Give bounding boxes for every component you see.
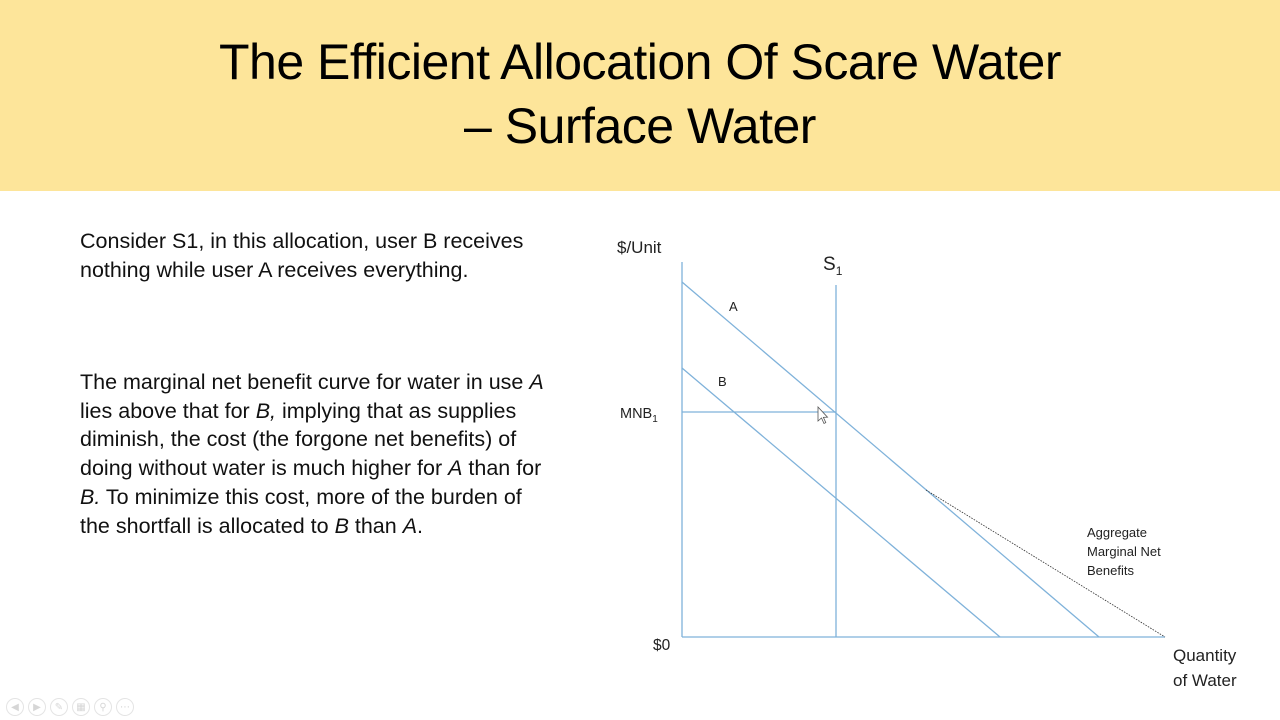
para2-user-b: B. <box>80 484 101 509</box>
curve-b <box>681 367 1001 638</box>
x-axis-label-line-1: Quantity <box>1173 646 1237 665</box>
para2-text: . <box>417 513 424 538</box>
para2-text: implying that as supplies diminish, the … <box>80 398 517 481</box>
zoom-icon[interactable]: ⚲ <box>94 698 112 716</box>
supply-label-subscript: 1 <box>836 264 843 278</box>
para2-text: lies above that for <box>80 398 256 423</box>
slide-title-line-1: The Efficient Allocation Of Scare Water <box>219 34 1062 90</box>
para2-user-b: B <box>334 513 349 538</box>
mnb-label-subscript: 1 <box>652 414 658 425</box>
para2-text: than for <box>462 456 542 481</box>
para2-text: The marginal net benefit curve for water… <box>80 370 530 394</box>
aggregate-label-line-1: Aggregate <box>1087 525 1147 540</box>
para2-text: than <box>348 513 403 538</box>
para2-user-a: A <box>529 370 544 394</box>
supply-label: S1 <box>823 254 843 278</box>
title-banner: The Efficient Allocation Of Scare Water … <box>0 0 1280 191</box>
x-axis-label-line-2: of Water <box>1173 671 1237 690</box>
y-axis-label: $/Unit <box>617 238 662 257</box>
mnb-label: MNB1 <box>620 406 658 425</box>
paragraph-s1-allocation: Consider S1, in this allocation, user B … <box>80 229 524 282</box>
para2-user-a: A <box>448 456 463 481</box>
mnb-label-main: MNB <box>620 406 652 422</box>
aggregate-label-line-2: Marginal Net <box>1087 544 1161 559</box>
slide-title-line-2: – Surface Water <box>464 98 816 154</box>
previous-icon[interactable]: ◀ <box>6 698 24 716</box>
paragraph-marginal-net-benefit: The marginal net benefit curve for water… <box>80 368 550 540</box>
pen-icon[interactable]: ✎ <box>50 698 68 716</box>
supply-label-main: S <box>823 254 836 275</box>
curve-a <box>681 281 1100 638</box>
cursor-icon <box>817 405 829 425</box>
more-icon[interactable]: ⋯ <box>116 698 134 716</box>
slides-icon[interactable]: ▦ <box>72 698 90 716</box>
para2-user-b: B, <box>255 398 277 423</box>
presentation-toolbar: ◀ ▶ ✎ ▦ ⚲ ⋯ <box>6 698 134 718</box>
origin-label: $0 <box>653 637 671 654</box>
para2-text: To minimize this cost, more of the burde… <box>80 484 522 538</box>
para2-user-a: A <box>402 513 418 538</box>
curve-a-label: A <box>729 299 738 314</box>
next-icon[interactable]: ▶ <box>28 698 46 716</box>
curve-b-label: B <box>718 374 727 389</box>
aggregate-curve <box>925 489 1166 638</box>
aggregate-label-line-3: Benefits <box>1087 563 1134 578</box>
